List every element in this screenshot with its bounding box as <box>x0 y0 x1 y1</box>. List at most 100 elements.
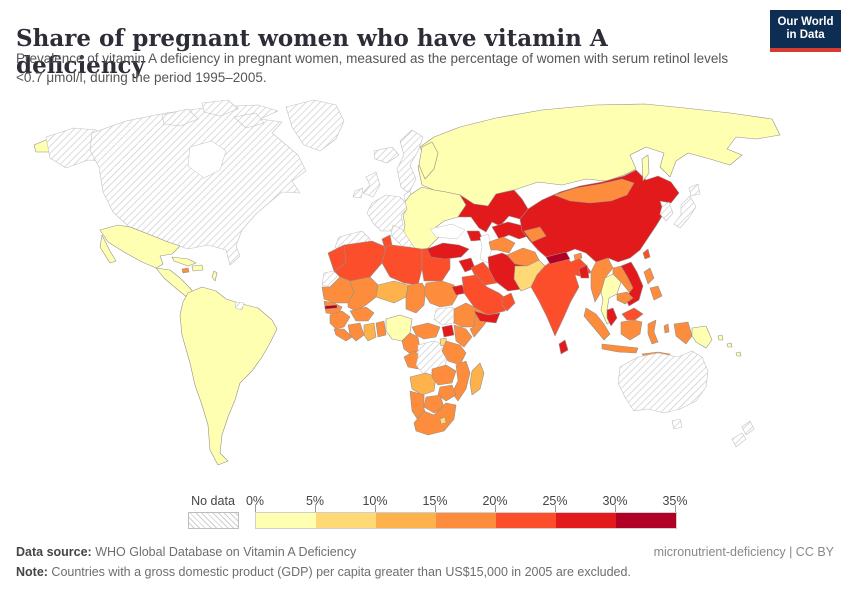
region-arctic-islands[interactable] <box>201 99 239 117</box>
region-mexico[interactable] <box>99 224 181 269</box>
region-united-kingdom[interactable] <box>362 171 381 198</box>
region-kyrgyzstan-tajikistan[interactable] <box>523 226 547 243</box>
region-korea[interactable] <box>659 201 674 222</box>
legend-bin-25-30%[interactable] <box>556 513 616 528</box>
chart-footer: Data source: WHO Global Database on Vita… <box>16 545 834 579</box>
region-angola[interactable] <box>409 372 437 396</box>
region-turkey[interactable] <box>426 242 470 260</box>
region-thailand[interactable] <box>600 273 622 325</box>
legend-tick-mark <box>495 505 496 512</box>
region-libya[interactable] <box>381 244 423 286</box>
region-bangladesh[interactable] <box>578 264 590 279</box>
legend-bin-15-20%[interactable] <box>436 513 496 528</box>
region-kazakhstan[interactable] <box>457 189 529 233</box>
region-oman[interactable] <box>501 292 516 312</box>
region-sudan[interactable] <box>423 280 459 308</box>
region-indonesia-sumatra[interactable] <box>583 307 611 341</box>
region-tasmania[interactable] <box>671 418 683 430</box>
region-burkina-faso[interactable] <box>349 306 375 322</box>
note-line: Note: Countries with a gross domestic pr… <box>16 565 834 579</box>
region-taiwan[interactable] <box>642 248 651 260</box>
region-ivory-coast[interactable] <box>347 322 365 342</box>
region-cambodia[interactable] <box>616 291 634 305</box>
region-gambia[interactable] <box>324 304 338 310</box>
region-philippines-luzon[interactable] <box>643 267 655 285</box>
region-cuba[interactable] <box>171 256 197 267</box>
region-jamaica[interactable] <box>181 267 190 274</box>
region-philippines-mindanao[interactable] <box>649 285 663 301</box>
legend-bin-20-25%[interactable] <box>496 513 556 528</box>
region-norway-sweden[interactable] <box>396 129 424 194</box>
legend-tick-label: 10% <box>362 494 388 508</box>
region-mongolia[interactable] <box>553 178 635 204</box>
legend-bin-30-35%[interactable] <box>616 513 676 528</box>
legend-tick-mark <box>615 505 616 512</box>
region-central-african-republic[interactable] <box>411 322 441 340</box>
region-east-malaysia[interactable] <box>621 307 644 321</box>
region-lesser-antilles[interactable] <box>211 270 218 282</box>
region-indonesia-west-papua[interactable] <box>673 321 693 345</box>
legend-tick-mark <box>555 505 556 512</box>
region-ghana[interactable] <box>363 322 377 342</box>
region-malawi-mozambique[interactable] <box>451 360 471 402</box>
region-pacific-islands[interactable] <box>717 334 724 341</box>
owid-logo-line2: in Data <box>786 29 825 41</box>
region-vietnam[interactable] <box>620 261 644 307</box>
black-sea <box>429 223 466 240</box>
legend-tick-label: 30% <box>602 494 628 508</box>
region-sakhalin[interactable] <box>641 154 650 182</box>
legend-tick-label: 5% <box>305 494 325 508</box>
region-indonesia-kalimantan[interactable] <box>620 319 643 341</box>
legend-bin-10-15%[interactable] <box>376 513 436 528</box>
region-niger[interactable] <box>375 280 409 304</box>
region-greenland[interactable] <box>285 99 345 152</box>
region-sierra-leone-liberia[interactable] <box>333 328 353 342</box>
legend-tick-label: 15% <box>422 494 448 508</box>
region-south-america[interactable] <box>179 286 278 466</box>
legend-tick-label: 35% <box>662 494 688 508</box>
region-iceland[interactable] <box>373 146 400 164</box>
no-data-swatch[interactable] <box>188 512 239 529</box>
region-new-zealand-north[interactable] <box>741 420 755 436</box>
region-new-zealand-south[interactable] <box>731 432 747 448</box>
region-papua-new-guinea[interactable] <box>691 325 713 349</box>
region-arctic-islands[interactable] <box>233 112 265 129</box>
region-kenya[interactable] <box>453 324 473 348</box>
legend-tick-label: 20% <box>482 494 508 508</box>
region-finland[interactable] <box>418 141 439 180</box>
legend-bin-5-10%[interactable] <box>316 513 376 528</box>
region-western-europe[interactable] <box>366 194 408 232</box>
region-guinea[interactable] <box>329 310 351 330</box>
owid-logo[interactable]: Our World in Data <box>770 10 841 52</box>
region-south-africa[interactable] <box>413 402 457 436</box>
region-malaysia-peninsula[interactable] <box>606 307 618 327</box>
region-pacific-islands[interactable] <box>735 351 742 357</box>
legend-color-bar <box>255 512 677 529</box>
attribution-link[interactable]: micronutrient-deficiency | CC BY <box>653 545 834 559</box>
region-arctic-islands[interactable] <box>161 108 199 127</box>
region-japan-hokkaido[interactable] <box>688 183 701 197</box>
region-madagascar[interactable] <box>469 362 485 396</box>
region-nepal[interactable] <box>545 251 571 265</box>
region-sri-lanka[interactable] <box>558 339 569 355</box>
region-baja-california[interactable] <box>99 234 117 264</box>
region-yemen[interactable] <box>473 310 501 324</box>
region-hispaniola[interactable] <box>191 264 204 272</box>
region-ireland[interactable] <box>352 187 364 199</box>
region-zimbabwe[interactable] <box>437 384 457 402</box>
region-australia[interactable] <box>617 350 709 414</box>
legend-bin-0-5%[interactable] <box>256 513 316 528</box>
region-french-guiana[interactable] <box>234 301 245 311</box>
region-uganda[interactable] <box>441 324 455 338</box>
region-japan[interactable] <box>673 195 697 229</box>
region-bhutan[interactable] <box>573 252 583 261</box>
region-indonesia-sulawesi[interactable] <box>647 319 659 345</box>
region-zambia[interactable] <box>431 364 457 386</box>
region-indonesia-java[interactable] <box>601 343 639 354</box>
region-lesotho[interactable] <box>439 416 447 425</box>
region-turkmenistan[interactable] <box>488 236 516 254</box>
region-indonesia-maluku[interactable] <box>663 323 670 334</box>
region-togo-benin[interactable] <box>375 320 387 338</box>
region-chad[interactable] <box>405 282 427 314</box>
region-pacific-islands[interactable] <box>726 342 733 348</box>
